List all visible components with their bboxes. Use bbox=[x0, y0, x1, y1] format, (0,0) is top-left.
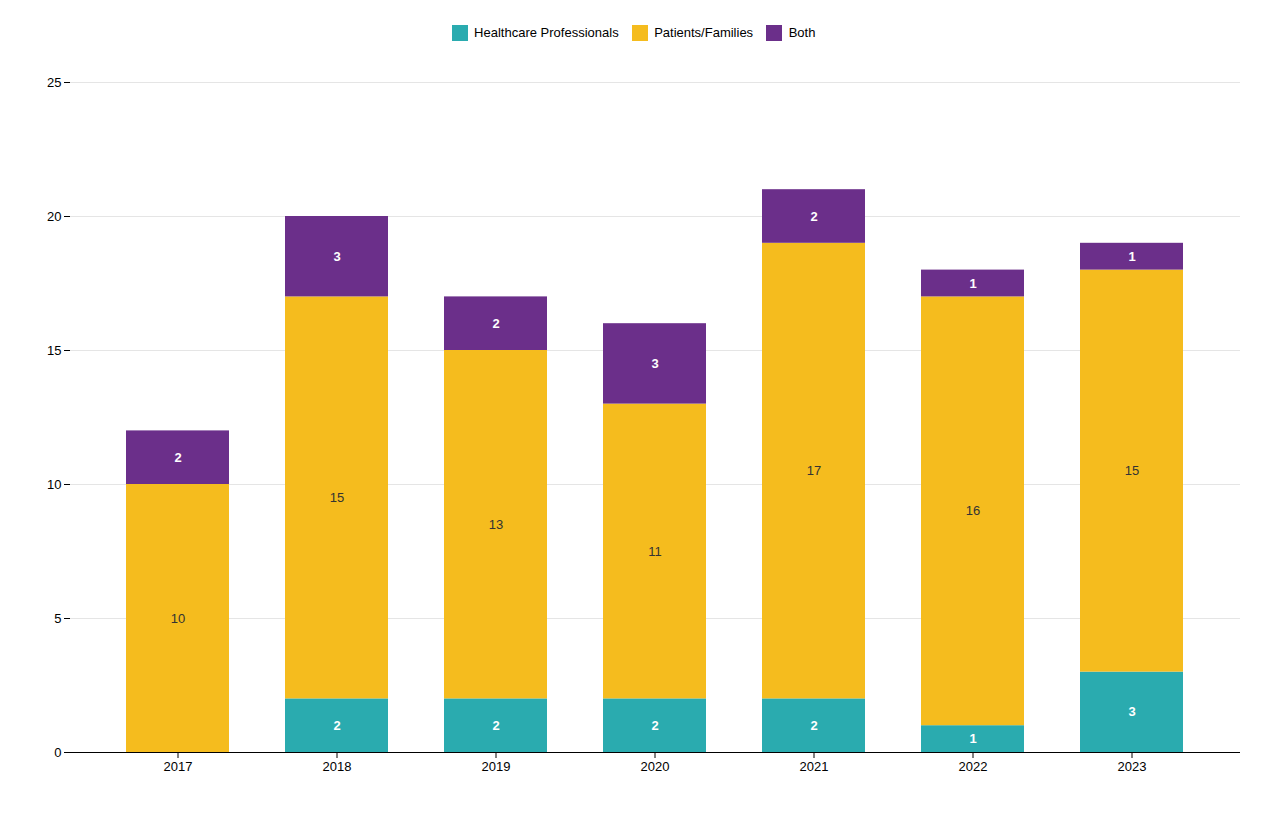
svg-text:2: 2 bbox=[492, 315, 499, 330]
svg-text:2017: 2017 bbox=[164, 758, 193, 773]
svg-text:3: 3 bbox=[333, 248, 340, 263]
svg-text:1: 1 bbox=[969, 731, 976, 746]
svg-text:16: 16 bbox=[966, 503, 980, 518]
svg-text:11: 11 bbox=[648, 543, 662, 558]
svg-text:10: 10 bbox=[47, 476, 61, 491]
svg-text:2019: 2019 bbox=[482, 758, 511, 773]
svg-text:2: 2 bbox=[651, 717, 658, 732]
svg-text:25: 25 bbox=[47, 74, 61, 89]
svg-text:3: 3 bbox=[651, 356, 658, 371]
svg-text:2: 2 bbox=[333, 717, 340, 732]
svg-text:2023: 2023 bbox=[1118, 758, 1147, 773]
svg-text:1: 1 bbox=[969, 275, 976, 290]
svg-text:17: 17 bbox=[807, 463, 821, 478]
svg-text:2: 2 bbox=[492, 717, 499, 732]
html-text:Both: Both bbox=[788, 25, 816, 40]
svg-text:2: 2 bbox=[810, 208, 817, 223]
svg-text:5: 5 bbox=[54, 610, 61, 625]
svg-text:15: 15 bbox=[330, 490, 344, 505]
svg-text:13: 13 bbox=[489, 516, 503, 531]
svg-text:2022: 2022 bbox=[959, 758, 988, 773]
svg-text:10: 10 bbox=[171, 610, 185, 625]
svg-text:2021: 2021 bbox=[800, 758, 829, 773]
svg-text:3: 3 bbox=[1128, 704, 1135, 719]
html-text:Patients/Families: Patients/Families bbox=[654, 25, 754, 40]
svg-text:2: 2 bbox=[810, 717, 817, 732]
svg-text:20: 20 bbox=[47, 208, 61, 223]
svg-text:1: 1 bbox=[1128, 248, 1135, 263]
svg-text:15: 15 bbox=[47, 342, 61, 357]
svg-text:2020: 2020 bbox=[641, 758, 670, 773]
html-text:Healthcare Professionals: Healthcare Professionals bbox=[474, 25, 619, 40]
svg-text:2018: 2018 bbox=[323, 758, 352, 773]
svg-text:15: 15 bbox=[1125, 463, 1139, 478]
svg-text:0: 0 bbox=[54, 744, 61, 759]
svg-text:2: 2 bbox=[174, 449, 181, 464]
